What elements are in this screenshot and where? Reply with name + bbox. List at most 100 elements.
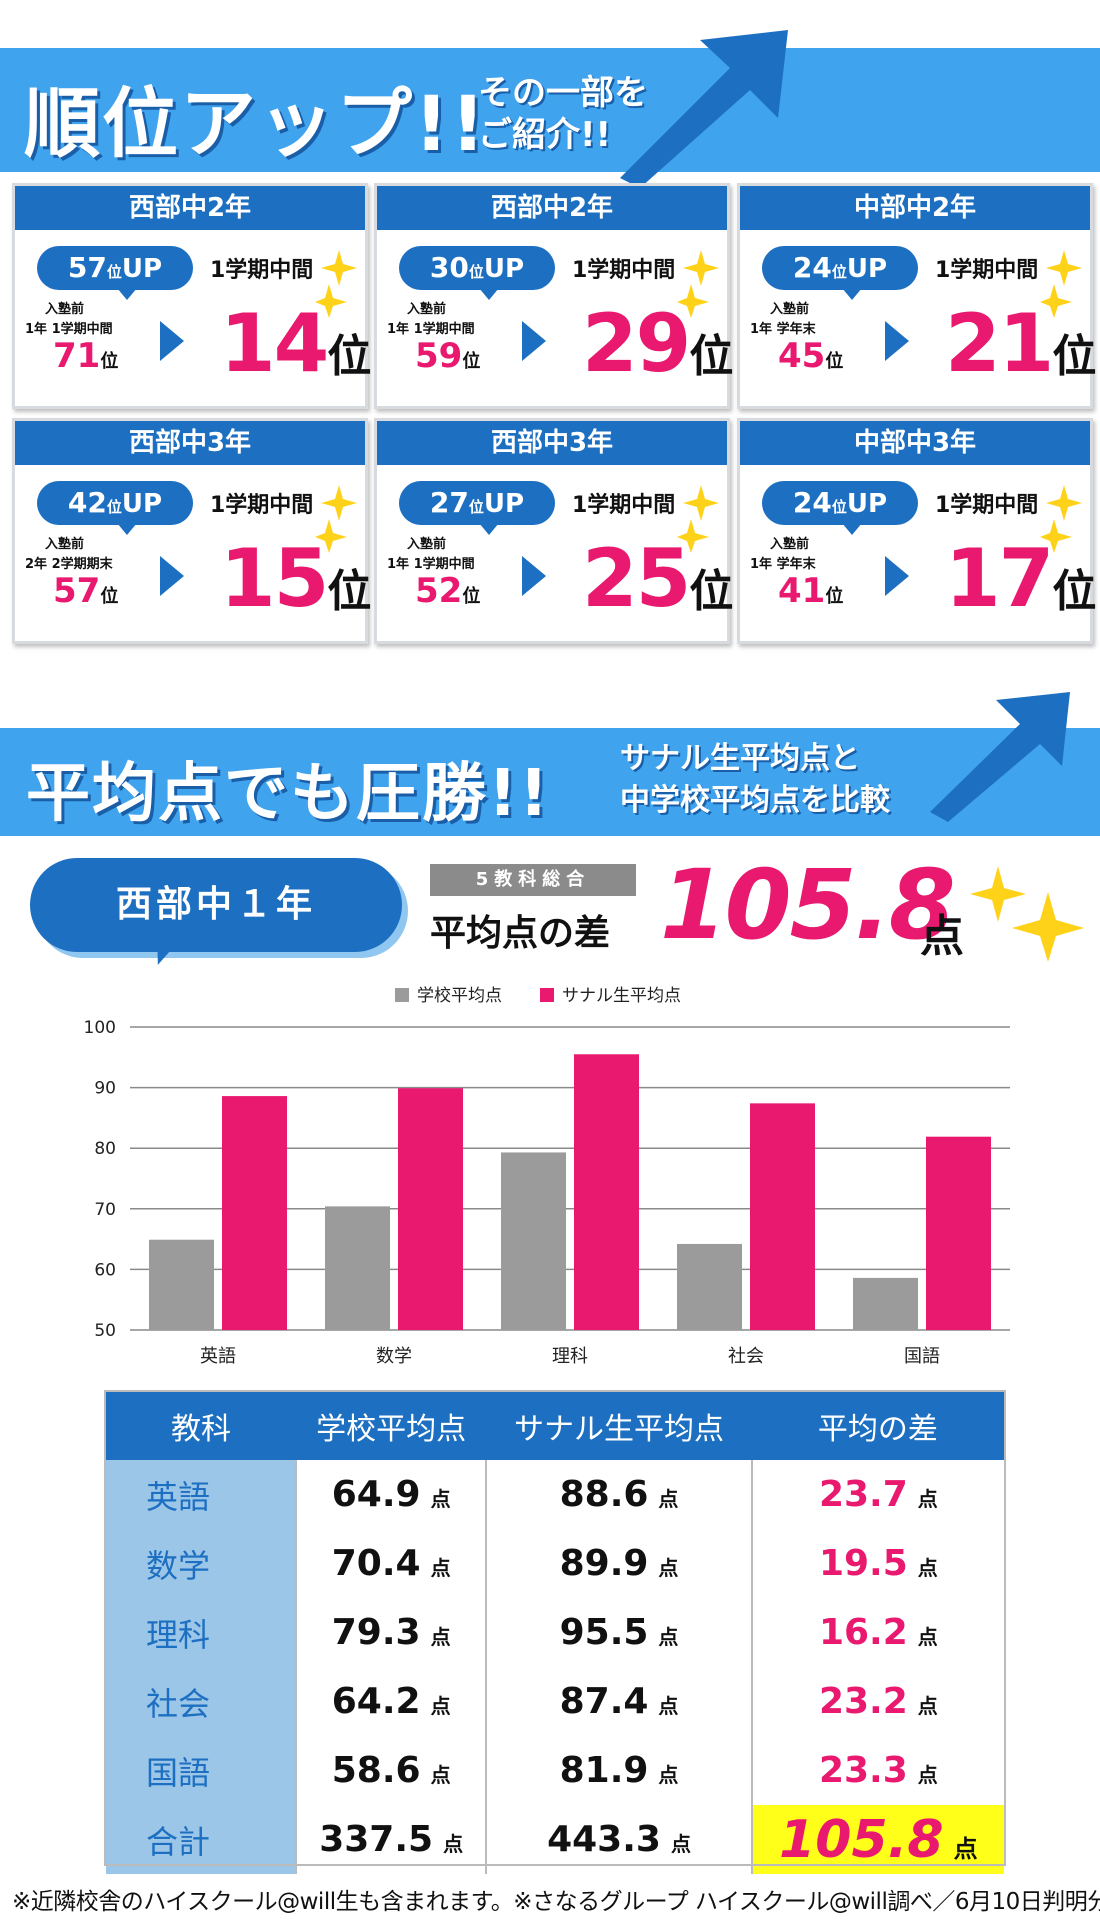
- average-title: 平均点でも圧勝!!: [26, 757, 551, 831]
- legend-label: 学校平均点: [417, 986, 502, 1006]
- before-rank: 52位: [415, 571, 480, 611]
- difference-cell: 23.2 点: [750, 1667, 1004, 1736]
- bar: [325, 1206, 390, 1330]
- after-rank-unit: 位: [689, 566, 734, 617]
- before-rank: 71位: [53, 336, 118, 376]
- card-school-grade: 西部中2年: [15, 186, 365, 230]
- sanaru-average-value: 81.9: [559, 1750, 649, 1791]
- after-rank-number: 15: [220, 532, 329, 625]
- unit-label: 点: [658, 1625, 679, 1649]
- rank-card: 西部中2年 30位UP 1学期中間 入塾前 1年 1学期中間 59位 29位: [374, 183, 734, 409]
- before-label: 入塾前: [45, 302, 85, 317]
- subject-cell: 英語: [106, 1460, 296, 1529]
- school-average-value: 337.5: [319, 1819, 434, 1860]
- unit-label: 点: [430, 1694, 451, 1718]
- difference-value: 23.3: [818, 1750, 908, 1791]
- school-average-cell: 58.6 点: [294, 1736, 487, 1805]
- legend-swatch: [540, 988, 554, 1002]
- unit-label: 点: [430, 1763, 451, 1787]
- footnote: ※近隣校舎のハイスクール@will生も含まれます。※さなるグループ ハイスクール…: [12, 1889, 1100, 1915]
- before-label: 入塾前: [45, 537, 85, 552]
- difference-cell: 16.2 点: [750, 1598, 1004, 1667]
- subject-cell: 合計: [106, 1805, 296, 1874]
- difference-label: 平均点の差: [430, 913, 611, 954]
- rank-up-subtitle-1: その一部を: [478, 73, 648, 113]
- header-subject: 教科: [106, 1392, 296, 1460]
- before-rank-unit: 位: [825, 586, 844, 607]
- unit-label: 点: [658, 1487, 679, 1511]
- before-rank-unit: 位: [100, 351, 119, 372]
- after-rank-number: 21: [945, 297, 1054, 390]
- sanaru-average-cell: 88.6 点: [485, 1460, 752, 1529]
- school-average-value: 70.4: [331, 1543, 421, 1584]
- header-difference: 平均の差: [751, 1392, 1004, 1460]
- before-rank-number: 45: [778, 336, 826, 376]
- unit-label: 点: [917, 1556, 938, 1580]
- rank-up-pill: 30位UP: [399, 246, 555, 300]
- before-term: 2年 2学期期末: [25, 557, 113, 572]
- sparkle-icon: [677, 250, 719, 318]
- before-rank-number: 59: [415, 336, 463, 376]
- rank-card: 中部中3年 24位UP 1学期中間 入塾前 1年 学年末 41位 17位: [737, 418, 1097, 644]
- after-rank-number: 25: [582, 532, 691, 625]
- after-rank-unit: 位: [689, 331, 734, 382]
- card-school-grade: 西部中3年: [15, 421, 365, 465]
- school-grade-bubble: 西部中１年: [30, 858, 402, 952]
- current-period: 1学期中間: [572, 493, 676, 518]
- sanaru-average-value: 88.6: [559, 1474, 649, 1515]
- rank-up-number: 24: [792, 486, 832, 519]
- unit-label: 点: [917, 1763, 938, 1787]
- unit-label: 点: [430, 1556, 451, 1580]
- unit-label: 点: [658, 1694, 679, 1718]
- rank-card: 西部中3年 42位UP 1学期中間 入塾前 2年 2学期期末 57位 15位: [12, 418, 372, 644]
- sanaru-average-value: 87.4: [559, 1681, 649, 1722]
- bar: [149, 1239, 214, 1330]
- before-rank: 45位: [778, 336, 843, 376]
- rank-up-number: 57: [67, 251, 107, 284]
- arrow-right-icon: [160, 321, 184, 361]
- table-row: 合計 337.5 点 443.3 点 105.8 点: [106, 1805, 1004, 1874]
- sanaru-average-value: 443.3: [547, 1819, 661, 1860]
- bar: [574, 1054, 639, 1330]
- rank-up-text: UP: [483, 254, 525, 284]
- arrow-right-icon: [885, 321, 909, 361]
- after-rank-number: 17: [945, 532, 1054, 625]
- before-term: 1年 1学期中間: [25, 322, 113, 337]
- subject-cell: 国語: [106, 1736, 296, 1805]
- bar: [398, 1088, 463, 1330]
- before-rank-unit: 位: [462, 351, 481, 372]
- difference-value: 23.7: [818, 1474, 908, 1515]
- header-school-average: 学校平均点: [296, 1392, 487, 1460]
- before-term: 1年 学年末: [750, 557, 816, 572]
- x-tick-label: 理科: [552, 1346, 588, 1367]
- arrow-right-icon: [522, 321, 546, 361]
- card-school-grade: 中部中2年: [740, 186, 1090, 230]
- before-term: 1年 1学期中間: [387, 322, 475, 337]
- unit-label: 点: [430, 1487, 451, 1511]
- rank-up-number: 24: [792, 251, 832, 284]
- x-tick-label: 数学: [376, 1346, 412, 1367]
- rank-up-unit: 位: [831, 498, 847, 516]
- sanaru-average-cell: 89.9 点: [485, 1529, 752, 1598]
- sparkle-icon: [1040, 250, 1082, 318]
- y-tick-label: 100: [84, 1018, 116, 1038]
- before-rank-unit: 位: [100, 586, 119, 607]
- legend-label: サナル生平均点: [562, 986, 681, 1006]
- sanaru-average-value: 89.9: [559, 1543, 649, 1584]
- after-rank-unit: 位: [1052, 566, 1097, 617]
- y-tick-label: 60: [94, 1260, 116, 1280]
- school-average-value: 64.2: [331, 1681, 421, 1722]
- average-subtitle-1: サナル生平均点と: [620, 741, 860, 776]
- after-rank-unit: 位: [327, 566, 372, 617]
- rank-card: 西部中2年 57位UP 1学期中間 入塾前 1年 1学期中間 71位 14位: [12, 183, 371, 409]
- rank-up-number: 27: [429, 486, 469, 519]
- subject-cell: 数学: [106, 1529, 296, 1598]
- unit-label: 点: [443, 1832, 464, 1856]
- after-rank: 21位: [945, 294, 1096, 407]
- sanaru-average-cell: 95.5 点: [485, 1598, 752, 1667]
- table-row: 社会 64.2 点 87.4 点 23.2 点: [106, 1667, 1004, 1736]
- school-average-value: 64.9: [331, 1474, 421, 1515]
- bar: [501, 1152, 566, 1330]
- rank-up-text: UP: [483, 489, 525, 519]
- score-comparison-table: 教科 学校平均点 サナル生平均点 平均の差 英語 64.9 点 88.6 点 23.7 点数…: [106, 1392, 1004, 1874]
